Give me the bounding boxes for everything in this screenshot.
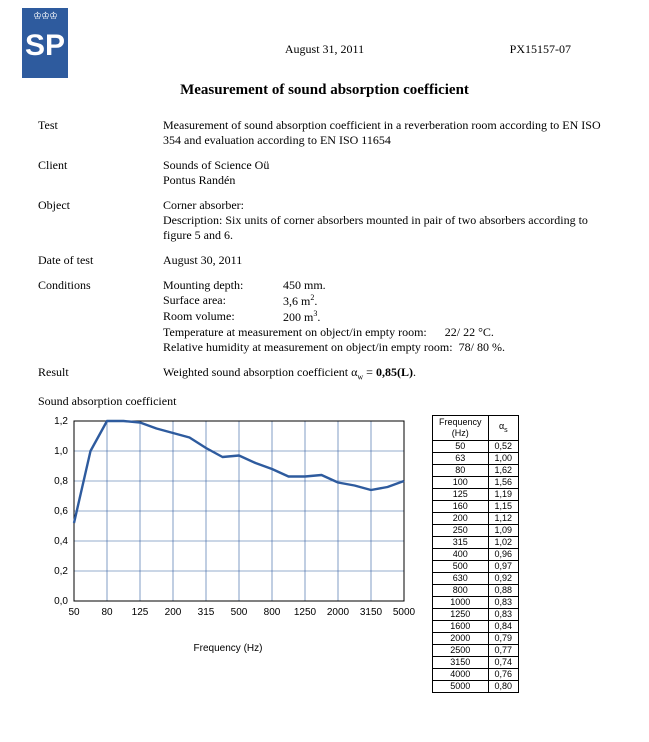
- svg-text:125: 125: [132, 607, 149, 618]
- table-row: 12500,83: [433, 609, 519, 621]
- cond-room-v: 200 m3.: [283, 309, 338, 325]
- svg-text:2000: 2000: [327, 607, 350, 618]
- table-row: 20000,79: [433, 633, 519, 645]
- table-row: 1251,19: [433, 489, 519, 501]
- value-client: Sounds of Science Oü Pontus Randén: [163, 158, 619, 188]
- page-title: Measurement of sound absorption coeffici…: [0, 82, 649, 99]
- table-row: 31500,74: [433, 657, 519, 669]
- table-row: 6300,92: [433, 573, 519, 585]
- table-head-freq: Frequency(Hz): [433, 416, 489, 441]
- table-row: 25000,77: [433, 645, 519, 657]
- svg-text:500: 500: [231, 607, 248, 618]
- table-row: 500,52: [433, 441, 519, 453]
- label-result: Result: [38, 365, 163, 382]
- svg-text:0,8: 0,8: [54, 476, 68, 487]
- table-row: 3151,02: [433, 537, 519, 549]
- label-object: Object: [38, 198, 163, 243]
- svg-text:315: 315: [198, 607, 215, 618]
- label-date: Date of test: [38, 253, 163, 268]
- frequency-table: Frequency(Hz) αs 500,52631,00801,621001,…: [432, 415, 519, 693]
- header-date: August 31, 2011: [285, 42, 364, 56]
- svg-text:0,4: 0,4: [54, 536, 68, 547]
- table-row: 40000,76: [433, 669, 519, 681]
- table-row: 10000,83: [433, 597, 519, 609]
- label-test: Test: [38, 118, 163, 148]
- chart-xlabel: Frequency (Hz): [38, 643, 418, 654]
- cond-temp-k: Temperature at measurement on object/in …: [163, 325, 427, 339]
- svg-text:200: 200: [165, 607, 182, 618]
- svg-text:1250: 1250: [294, 607, 317, 618]
- table-row: 4000,96: [433, 549, 519, 561]
- svg-text:5000: 5000: [393, 607, 416, 618]
- svg-text:1,2: 1,2: [54, 416, 68, 427]
- svg-text:80: 80: [101, 607, 113, 618]
- value-result: Weighted sound absorption coefficient αw…: [163, 365, 619, 382]
- table-head-alpha: αs: [488, 416, 519, 441]
- svg-text:0,2: 0,2: [54, 566, 68, 577]
- logo-crowns: ♔♔♔: [22, 8, 68, 23]
- svg-text:50: 50: [68, 607, 80, 618]
- table-row: 2001,12: [433, 513, 519, 525]
- value-test: Measurement of sound absorption coeffici…: [163, 118, 619, 148]
- table-row: 1601,15: [433, 501, 519, 513]
- table-row: 1001,56: [433, 477, 519, 489]
- cond-room-k: Room volume:: [163, 309, 283, 325]
- table-row: 631,00: [433, 453, 519, 465]
- value-object: Corner absorber: Description: Six units …: [163, 198, 619, 243]
- cond-mount-k: Mounting depth:: [163, 278, 283, 293]
- chart-section-label: Sound absorption coefficient: [38, 394, 619, 409]
- label-conditions: Conditions: [38, 278, 163, 355]
- table-row: 5000,97: [433, 561, 519, 573]
- value-date: August 30, 2011: [163, 253, 619, 268]
- cond-surf-v: 3,6 m2.: [283, 293, 338, 309]
- table-row: 2501,09: [433, 525, 519, 537]
- table-row: 16000,84: [433, 621, 519, 633]
- svg-text:0,6: 0,6: [54, 506, 68, 517]
- header-docnum: PX15157-07: [510, 42, 571, 57]
- cond-hum-k: Relative humidity at measurement on obje…: [163, 340, 453, 354]
- cond-mount-v: 450 mm.: [283, 278, 338, 293]
- value-conditions: Mounting depth:450 mm. Surface area:3,6 …: [163, 278, 619, 355]
- svg-text:800: 800: [264, 607, 281, 618]
- cond-temp-v: 22/ 22 °C.: [445, 325, 494, 339]
- table-row: 801,62: [433, 465, 519, 477]
- table-row: 8000,88: [433, 585, 519, 597]
- svg-text:3150: 3150: [360, 607, 383, 618]
- svg-text:1,0: 1,0: [54, 446, 68, 457]
- table-row: 50000,80: [433, 681, 519, 693]
- absorption-chart: 0,0 0,2 0,4 0,6 0,8 1,0 1,2 50 80 125 200 315 500 800…: [38, 415, 418, 635]
- label-client: Client: [38, 158, 163, 188]
- svg-text:0,0: 0,0: [54, 596, 68, 607]
- cond-surf-k: Surface area:: [163, 293, 283, 309]
- cond-hum-v: 78/ 80 %.: [459, 340, 505, 354]
